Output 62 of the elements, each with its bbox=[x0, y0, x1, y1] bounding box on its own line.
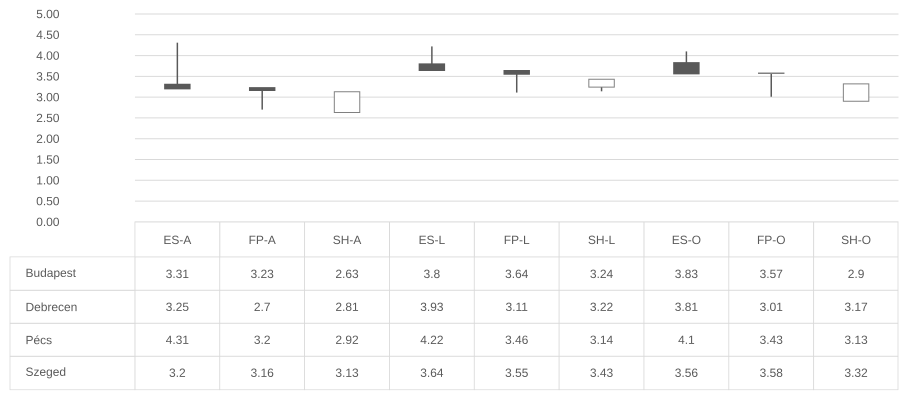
data-label: 3.11 bbox=[506, 302, 528, 312]
data-label: 3.24 bbox=[590, 270, 613, 278]
x-tick-label: ES-A bbox=[164, 236, 192, 244]
x-tick-label: FP-O bbox=[758, 236, 785, 244]
data-label: 3.55 bbox=[506, 368, 528, 378]
data-label: 3.23 bbox=[251, 270, 274, 278]
data-label: 3.46 bbox=[506, 336, 528, 344]
data-label: 3.58 bbox=[760, 368, 782, 378]
y-tick-label: 1.00 bbox=[37, 176, 59, 185]
data-label: 3.8 bbox=[424, 270, 440, 278]
data-label: 2.63 bbox=[336, 270, 358, 278]
y-tick-label: 3.50 bbox=[36, 72, 59, 81]
data-label: 4.1 bbox=[678, 336, 694, 344]
data-label: 4.31 bbox=[166, 336, 188, 344]
y-tick-label: Debrecen bbox=[26, 302, 77, 312]
y-tick-label: Budapest bbox=[26, 268, 76, 280]
x-tick-label: FP-A bbox=[250, 236, 276, 244]
y-tick-label: 4.00 bbox=[36, 51, 59, 60]
data-label: 3.43 bbox=[590, 368, 613, 378]
data-label: 3.56 bbox=[675, 368, 698, 378]
y-tick-label: 2.50 bbox=[36, 114, 59, 122]
data-label: 3.22 bbox=[590, 302, 613, 312]
data-label: 3.16 bbox=[251, 368, 274, 378]
x-tick-label: SH-L bbox=[588, 236, 615, 244]
candlestick bbox=[758, 72, 784, 98]
y-tick-label: 2.00 bbox=[36, 134, 59, 144]
data-label: 3.2 bbox=[254, 336, 270, 344]
data-label: 3.13 bbox=[336, 368, 358, 378]
data-label: 3.64 bbox=[420, 368, 444, 378]
y-tick-label: 1.50 bbox=[37, 155, 59, 164]
data-label: 2.81 bbox=[336, 302, 358, 312]
data-label: 2.7 bbox=[254, 302, 270, 312]
data-label: 4.22 bbox=[420, 336, 443, 344]
candlestick bbox=[164, 42, 191, 90]
y-tick-label: 0.00 bbox=[36, 218, 59, 226]
x-tick-label: ES-L bbox=[420, 236, 445, 244]
data-label: 3.2 bbox=[170, 368, 186, 378]
data-label: 3.43 bbox=[760, 336, 782, 344]
data-label: 3.32 bbox=[844, 368, 868, 378]
data-label: 3.17 bbox=[844, 302, 868, 312]
data-label: 2.92 bbox=[336, 336, 358, 344]
data-label: 3.57 bbox=[760, 270, 782, 278]
y-tick-label: Pécs bbox=[26, 335, 52, 344]
y-tick-label: Szeged bbox=[26, 367, 66, 378]
x-tick-label: ES-O bbox=[672, 236, 700, 244]
data-label: 3.25 bbox=[166, 302, 188, 312]
data-label: 3.83 bbox=[675, 270, 698, 278]
data-label: 3.64 bbox=[506, 270, 528, 278]
data-label: 3.31 bbox=[166, 270, 188, 278]
x-tick-label: FP-L bbox=[504, 236, 530, 244]
x-tick-label: SH-A bbox=[333, 236, 362, 244]
y-tick-label: 0.50 bbox=[36, 196, 59, 206]
data-label: 3.81 bbox=[675, 302, 698, 312]
x-tick-label: SH-O bbox=[842, 236, 870, 244]
data-label: 3.14 bbox=[590, 336, 613, 344]
data-label: 3.93 bbox=[420, 302, 443, 312]
data-label: 3.01 bbox=[760, 302, 782, 312]
y-tick-label: 4.50 bbox=[36, 30, 59, 40]
data-label: 3.13 bbox=[844, 336, 868, 344]
y-tick-label: 5.00 bbox=[36, 10, 59, 18]
data-label: 2.9 bbox=[848, 270, 864, 278]
y-tick-label: 3.00 bbox=[36, 93, 59, 102]
